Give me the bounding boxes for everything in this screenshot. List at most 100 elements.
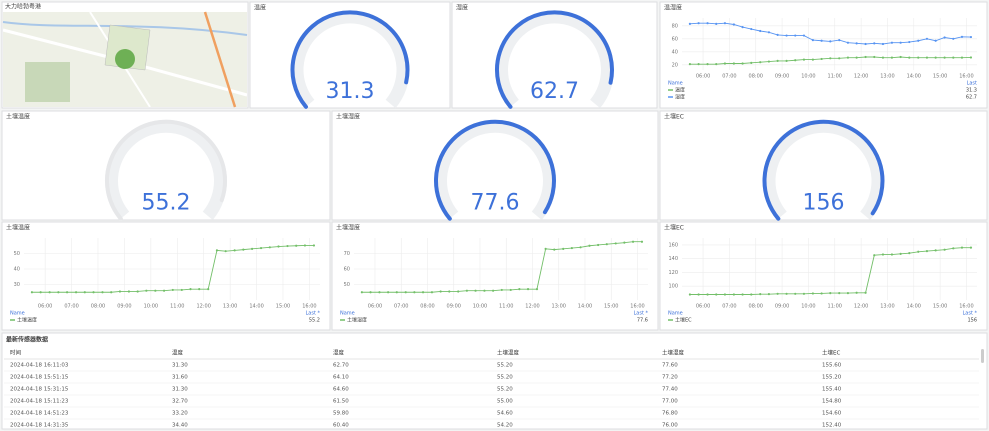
data-point (741, 26, 744, 29)
data-point (943, 56, 946, 59)
data-point (614, 242, 617, 245)
gauge-value: 55.2 (142, 191, 191, 216)
legend-header: Name (668, 81, 683, 87)
data-point (483, 289, 486, 292)
table-cell: 2024-04-18 15:31:15 (10, 387, 69, 393)
legend-name: 温度 (675, 87, 685, 94)
y-tick-label: 80 (672, 23, 678, 29)
table-cell: 77.40 (662, 387, 678, 393)
data-point (500, 288, 503, 292)
gauge-value-arc (434, 119, 556, 221)
table-cell: 32.70 (172, 399, 188, 405)
data-point (750, 61, 753, 64)
data-point (952, 56, 955, 59)
data-point (767, 60, 771, 63)
data-point (421, 291, 425, 294)
data-point (189, 288, 192, 291)
gauge-value-arc (762, 119, 885, 221)
gauge-value: 156 (803, 191, 845, 216)
data-point (811, 39, 815, 42)
data-point (277, 245, 280, 248)
data-point (776, 33, 779, 37)
table-cell: 61.50 (333, 399, 349, 405)
x-tick-label: 13:00 (552, 304, 566, 310)
line-panel: 土壤湿度 50 60 70 06:00 07:00 08:00 09:00 10:00 11:00… (331, 221, 659, 331)
table-title: 最新传感器数据 (6, 336, 48, 344)
x-tick-label: 15:00 (276, 304, 290, 310)
data-point (233, 249, 236, 252)
x-tick-label: 07:00 (722, 74, 736, 80)
table-cell: 55.00 (497, 399, 513, 405)
data-point (395, 291, 398, 294)
legend-last: 156 (967, 318, 977, 324)
data-point (207, 288, 210, 291)
panel-title: 温湿度 (664, 4, 682, 12)
data-point (492, 289, 495, 292)
table-cell: 59.80 (333, 411, 349, 417)
gauge-track (495, 10, 614, 109)
x-tick-label: 07:00 (394, 304, 408, 310)
data-point (544, 247, 547, 250)
data-point (588, 244, 591, 247)
panel-title: 土壤温度 (6, 224, 30, 232)
table-cell: 77.20 (662, 375, 678, 381)
data-point (899, 41, 902, 44)
x-tick-label: 12:00 (854, 74, 868, 80)
x-tick-label: 14:00 (249, 304, 263, 310)
data-point (732, 23, 735, 26)
data-point (48, 291, 51, 294)
gauge-value-arc (495, 10, 614, 109)
table-cell: 76.80 (662, 411, 678, 417)
data-point (430, 291, 434, 294)
data-point (715, 22, 718, 25)
data-point (864, 55, 867, 59)
data-point (741, 62, 744, 65)
table-cell: 55.20 (497, 363, 513, 369)
table-cell: 60.40 (333, 423, 349, 429)
data-point (785, 34, 788, 37)
x-tick-label: 16:00 (302, 304, 316, 310)
table-cell: 55.20 (497, 387, 513, 393)
x-tick-label: 06:00 (696, 304, 710, 310)
legend-name: 湿度 (675, 94, 685, 101)
y-tick-label: 160 (668, 242, 678, 248)
data-point (846, 56, 850, 59)
data-point (776, 292, 779, 295)
data-point (570, 246, 573, 250)
y-tick-label: 120 (668, 270, 678, 276)
table-cell: 54.20 (497, 423, 513, 429)
table-cell: 31.30 (172, 387, 188, 393)
data-point (162, 289, 166, 292)
data-point (934, 39, 937, 42)
gauge-value-arc (290, 10, 410, 109)
legend-header: Name (10, 311, 25, 317)
data-point (579, 246, 582, 249)
table-cell: 2024-04-18 16:11:03 (10, 363, 69, 369)
column-header: 土壤湿度 (662, 349, 685, 357)
data-point (640, 240, 644, 243)
data-point (535, 288, 539, 291)
panel (331, 221, 659, 331)
data-point (846, 41, 850, 44)
y-tick-label: 40 (672, 49, 678, 55)
table-cell: 2024-04-18 14:31:35 (10, 423, 69, 429)
panel-title: 土壤湿度 (336, 224, 360, 232)
data-point (864, 291, 867, 294)
data-point (829, 292, 832, 295)
data-point (39, 291, 42, 294)
data-point (750, 27, 753, 31)
x-tick-label: 08:00 (749, 74, 763, 80)
data-point (457, 290, 460, 293)
x-tick-label: 14:00 (907, 304, 921, 310)
gauge-value: 31.3 (326, 79, 375, 104)
x-tick-label: 11:00 (170, 304, 184, 310)
panel (659, 1, 988, 109)
data-point (864, 42, 867, 46)
scrollbar (981, 349, 984, 363)
legend-last: 77.6 (637, 318, 648, 324)
data-point (110, 291, 113, 294)
panel-title: 土壤温度 (6, 113, 30, 121)
data-point (934, 249, 937, 252)
data-point (387, 291, 390, 294)
data-point (917, 250, 920, 253)
